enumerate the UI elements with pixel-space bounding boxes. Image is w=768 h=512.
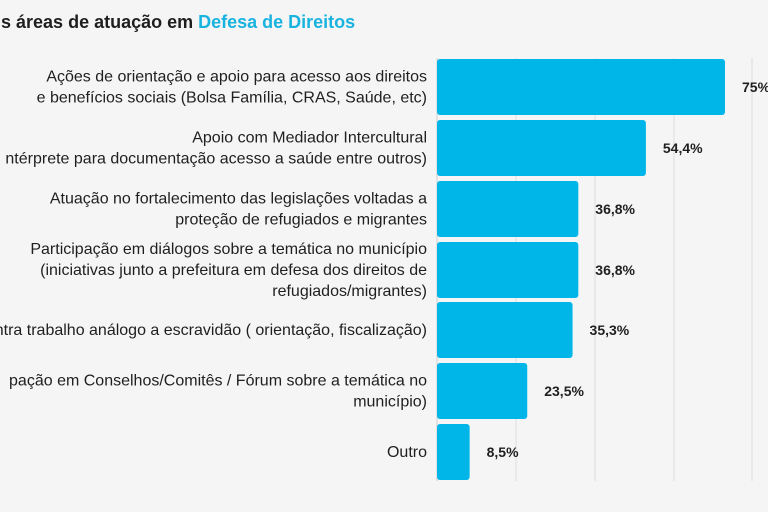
data-label: 36,8%	[595, 262, 635, 278]
chart-title-prefix: ais áreas de atuação em	[0, 12, 199, 32]
data-label: 23,5%	[544, 383, 584, 399]
category-label: pação em Conselhos/Comitês / Fórum sobre…	[9, 373, 427, 390]
data-label: 54,4%	[663, 140, 703, 156]
chart-title: ais áreas de atuação em Defesa de Direit…	[0, 12, 355, 33]
category-label: ntérprete para documentação acesso a saú…	[5, 151, 427, 168]
category-label: refugiados/migrantes)	[272, 283, 427, 300]
category-label: município)	[353, 394, 427, 411]
bar	[437, 59, 725, 115]
bar	[437, 181, 579, 237]
category-label: ntra trabalho análogo a escravidão ( ori…	[0, 322, 427, 339]
data-label: 75%	[742, 79, 768, 95]
data-label: 8,5%	[487, 444, 519, 460]
category-label: Outro	[387, 444, 427, 461]
bar	[437, 120, 646, 176]
category-label: e benefícios sociais (Bolsa Família, CRA…	[37, 90, 427, 107]
bar	[437, 424, 470, 480]
data-label: 36,8%	[595, 201, 635, 217]
category-label: Apoio com Mediador Intercultural	[192, 130, 427, 147]
category-label: Participação em diálogos sobre a temátic…	[30, 241, 427, 258]
chart-title-highlight: Defesa de Direitos	[198, 12, 356, 32]
bar	[437, 242, 579, 298]
data-label: 35,3%	[590, 322, 630, 338]
bar	[437, 363, 528, 419]
category-label: (iniciativas junto a prefeitura em defes…	[40, 262, 427, 279]
category-label: Ações de orientação e apoio para acesso …	[46, 69, 427, 86]
bar	[437, 302, 573, 358]
category-label: proteção de refugiados e migrantes	[175, 212, 427, 229]
category-label: Atuação no fortalecimento das legislaçõe…	[50, 191, 427, 208]
